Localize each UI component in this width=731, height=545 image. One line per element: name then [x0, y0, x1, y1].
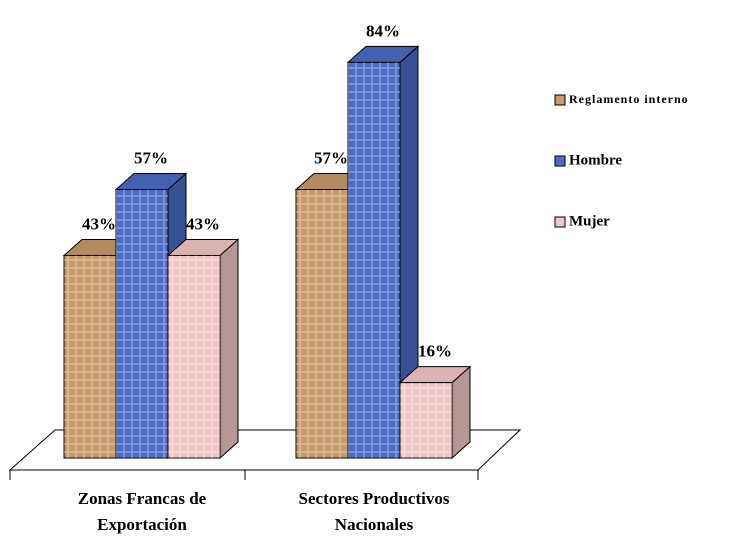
- bar-texture: [64, 255, 116, 458]
- value-label: 57%: [314, 148, 348, 167]
- value-label: 57%: [134, 148, 168, 167]
- legend-swatch: [554, 216, 566, 228]
- value-label: 84%: [366, 21, 400, 40]
- legend-label: Reglamento interno: [569, 92, 689, 106]
- legend-label: Mujer: [569, 213, 610, 229]
- legend-swatch: [554, 155, 566, 167]
- value-label: 43%: [82, 214, 116, 233]
- value-label: 43%: [186, 214, 220, 233]
- legend-label: Hombre: [569, 152, 622, 168]
- bar-texture: [348, 62, 400, 459]
- bar: [114, 172, 188, 460]
- bar: [398, 365, 472, 460]
- legend-swatch: [554, 94, 566, 106]
- bar-texture: [168, 255, 220, 458]
- x-tick-label: Sectores Productivos Nacionales: [298, 489, 450, 534]
- bar: [62, 238, 136, 460]
- x-tick-label: Zonas Francas de Exportación: [77, 489, 207, 534]
- bar-texture: [400, 382, 452, 458]
- bar-side: [219, 238, 239, 460]
- bar-texture: [116, 189, 168, 458]
- value-label: 16%: [418, 342, 452, 361]
- bar: [346, 45, 420, 460]
- bar: [166, 238, 240, 460]
- bar-texture: [296, 189, 348, 458]
